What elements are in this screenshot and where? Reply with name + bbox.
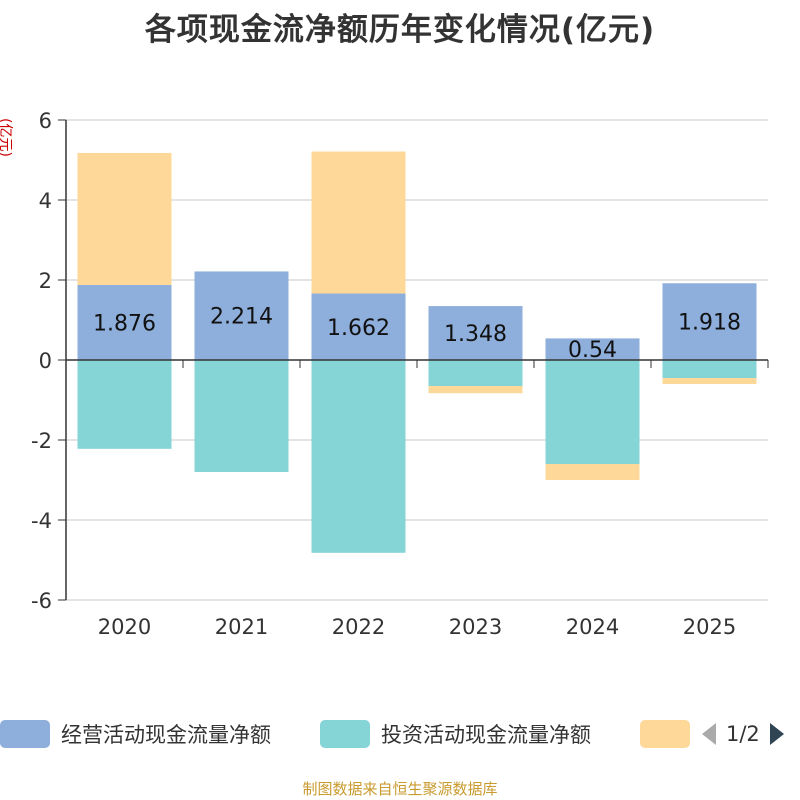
- y-tick-label: -4: [31, 509, 52, 533]
- bar-operating: [77, 284, 172, 360]
- x-tick-label: 2022: [332, 615, 385, 639]
- source-note: 制图数据来自恒生聚源数据库: [302, 780, 498, 798]
- chart-title: 各项现金流净额历年变化情况(亿元): [144, 12, 656, 48]
- legend-item-operating[interactable]: 经营活动现金流量净额: [0, 718, 271, 750]
- data-label: 1.876: [93, 311, 156, 336]
- pager-page-indicator: 1/2: [726, 722, 760, 746]
- chart-canvas: 6 4 2 0 -2 -4 -6 2020 2021 2022 2023 2024 2025 1.876 2…: [31, 109, 769, 639]
- x-tick-label: 2021: [215, 615, 268, 639]
- bar-operating: [428, 306, 523, 360]
- pager-next-icon[interactable]: [768, 721, 786, 747]
- bar-investing: [311, 360, 406, 553]
- legend-item-financing[interactable]: [640, 718, 690, 750]
- legend-pager: 1/2: [700, 718, 786, 750]
- data-label: 1.662: [327, 316, 390, 341]
- bar-investing: [545, 360, 640, 464]
- x-tick-label: 2024: [566, 615, 619, 639]
- y-tick-label: 2: [39, 269, 52, 293]
- x-tick-label: 2023: [449, 615, 502, 639]
- bar-financing: [428, 386, 523, 394]
- bar-financing: [311, 151, 406, 294]
- bar-investing: [428, 360, 523, 386]
- bar-investing: [77, 360, 172, 449]
- legend-label-operating: 经营活动现金流量净额: [61, 723, 271, 747]
- bar-operating: [662, 283, 757, 360]
- bar-financing: [662, 378, 757, 384]
- bar-financing: [77, 152, 172, 285]
- legend-swatch-investing: [320, 720, 370, 748]
- legend-swatch-operating: [0, 720, 50, 748]
- bar-operating: [311, 293, 406, 360]
- y-tick-label: 4: [39, 189, 52, 213]
- y-tick-label: -6: [31, 589, 52, 613]
- data-label: 1.918: [678, 311, 741, 336]
- y-tick-label: 0: [39, 349, 52, 373]
- data-label: 0.54: [568, 338, 617, 363]
- bar-financing: [545, 464, 640, 480]
- x-tick-label: 2020: [98, 615, 151, 639]
- bar-investing: [662, 360, 757, 378]
- pager-prev-icon[interactable]: [700, 721, 718, 747]
- bar-operating: [194, 271, 289, 360]
- legend-label-investing: 投资活动现金流量净额: [381, 723, 591, 747]
- x-tick-label: 2025: [683, 615, 736, 639]
- bar-investing: [194, 360, 289, 472]
- legend-item-investing[interactable]: 投资活动现金流量净额: [320, 718, 591, 750]
- y-tick-label: -2: [31, 429, 52, 453]
- legend-swatch-financing: [640, 720, 690, 748]
- y-tick-label: 6: [39, 109, 52, 133]
- data-label: 1.348: [444, 322, 507, 347]
- data-label: 2.214: [210, 305, 273, 330]
- bar-operating: [545, 338, 640, 360]
